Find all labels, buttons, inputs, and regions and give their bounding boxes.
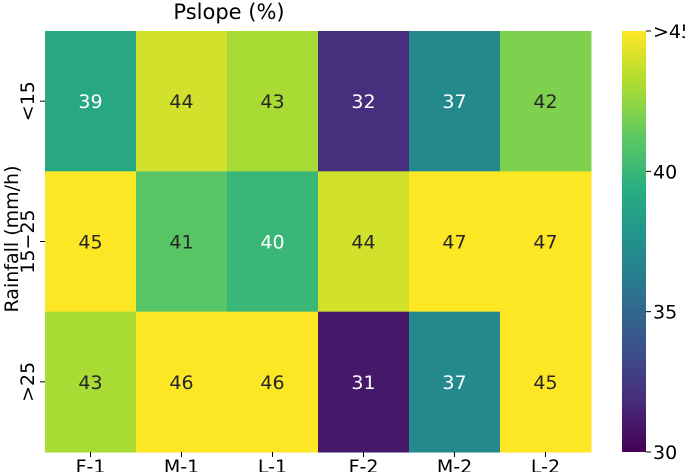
heatmap-cell [136,311,228,453]
x-tick-label: M-2 [437,456,472,472]
heatmap-cell-labels: 39 44 43 32 37 42 45 41 40 44 47 47 43 46 46 31 37 45 [78,91,557,394]
heatmap-cell [45,31,137,172]
heatmap-cell-label: 43 [78,372,102,394]
heatmap-cell-label: 44 [351,232,375,254]
colorbar [622,31,646,452]
chart-title: Pslope (%) [173,0,284,24]
heatmap-cell-label: 46 [260,372,284,394]
heatmap-cell-label: 41 [169,232,193,254]
heatmap-cell [318,311,410,453]
heatmap-cell [500,311,592,453]
y-tick-label: <15 [17,81,39,121]
heatmap-cell [136,171,228,313]
colorbar-tick-label: >45 [653,21,685,43]
x-tick-label: M-1 [164,456,199,472]
heatmap-cell [136,31,228,172]
heatmap-cell-label: 47 [533,232,557,254]
heatmap-cell-label: 37 [442,372,466,394]
colorbar-tick-label: 40 [653,161,677,183]
heatmap-cell [318,31,410,172]
heatmap-cell-label: 45 [533,372,557,394]
heatmap-cell [409,31,501,172]
heatmap-cell-label: 43 [260,91,284,113]
heatmap-cell [227,311,319,453]
x-axis-ticks: F-1 M-1 L-1 F-2 M-2 L-2 [76,452,560,472]
colorbar-tick-label: 35 [653,302,677,324]
heatmap-cell-label: 31 [351,372,375,394]
colorbar-ticks: 30 35 40 >45 [646,21,685,464]
x-tick-label: L-2 [531,456,560,472]
y-axis-label: Rainfall (mm/h) [1,166,23,313]
heatmap-cell-label: 46 [169,372,193,394]
x-tick-label: L-1 [258,456,287,472]
heatmap-cell-label: 44 [169,91,193,113]
heatmap-cell [500,31,592,172]
heatmap-cell-label: 42 [533,91,557,113]
heatmap-cell [45,171,137,313]
heatmap-cell [45,311,137,453]
heatmap-cell [500,171,592,313]
x-tick-label: F-2 [349,456,379,472]
heatmap-cell [227,171,319,313]
heatmap-cell-label: 45 [78,232,102,254]
heatmap-cell [318,171,410,313]
heatmap-cell [409,311,501,453]
heatmap-cell-label: 39 [78,91,102,113]
heatmap-cell-label: 40 [260,232,284,254]
heatmap-cell [409,171,501,313]
y-tick-label: 15−25 [17,209,39,273]
y-tick-label: >25 [17,362,39,402]
heatmap-cell-label: 32 [351,91,375,113]
heatmap-cells [45,31,592,453]
heatmap-cell-label: 37 [442,91,466,113]
colorbar-tick-label: 30 [653,442,677,464]
y-axis-ticks: <15 15−25 >25 [17,81,45,402]
heatmap-cell-label: 47 [442,232,466,254]
heatmap-cell [227,31,319,172]
x-tick-label: F-1 [76,456,106,472]
